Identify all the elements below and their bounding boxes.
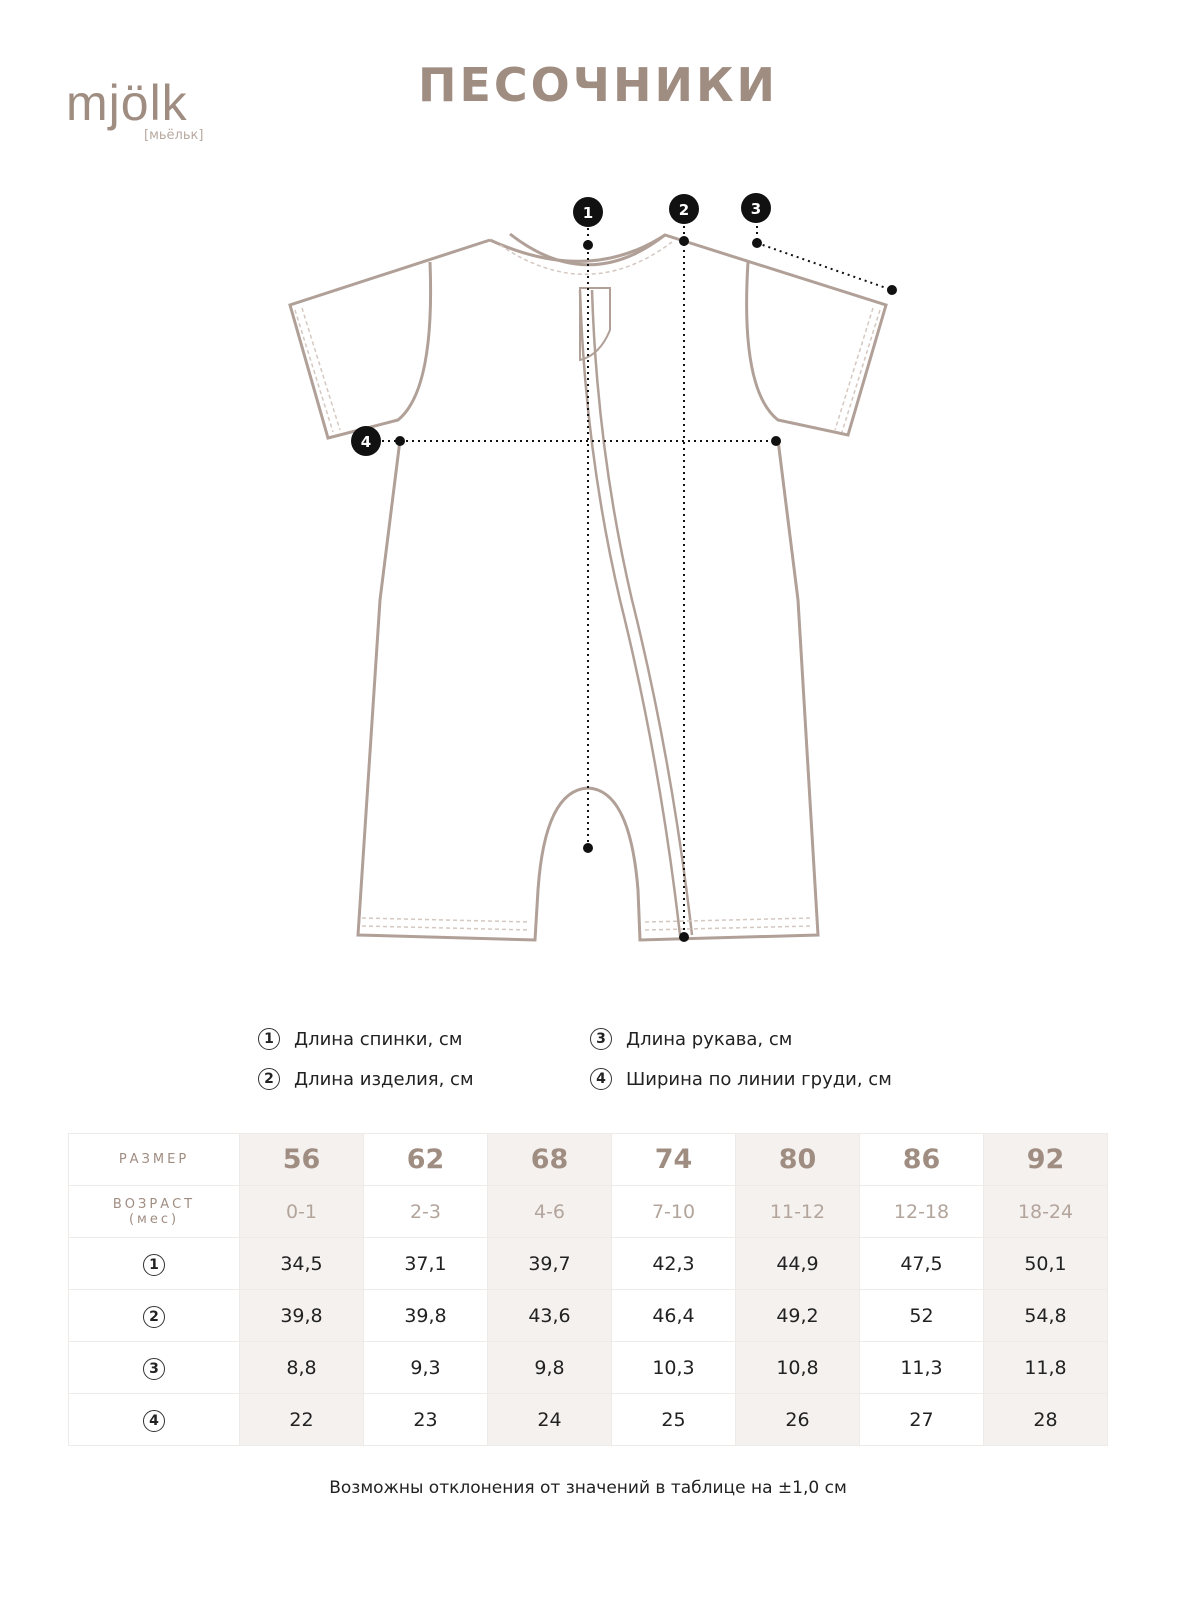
value-cell: 27: [859, 1393, 984, 1446]
value-cell: 11,3: [859, 1341, 984, 1394]
measurement-row-4: 4 22 23 24 25 26 27 28: [68, 1393, 1108, 1446]
number-3-icon: 3: [143, 1357, 165, 1380]
legend-label: Длина спинки, см: [294, 1028, 463, 1050]
legend-label: Длина изделия, см: [294, 1068, 474, 1090]
value-cell: 34,5: [239, 1237, 364, 1290]
svg-text:4: 4: [361, 433, 371, 451]
age-unit: (мес): [128, 1211, 180, 1227]
size-header: РАЗМЕР: [68, 1133, 240, 1186]
value-cell: 9,3: [363, 1341, 488, 1394]
number-2-icon: 2: [258, 1068, 280, 1090]
measurement-row-3: 3 8,8 9,3 9,8 10,3 10,8 11,3 11,8: [68, 1341, 1108, 1394]
value-cell: 47,5: [859, 1237, 984, 1290]
size-row: РАЗМЕР 56 62 68 74 80 86 92: [68, 1133, 1108, 1186]
svg-text:1: 1: [583, 204, 593, 222]
marker-3: 3: [741, 193, 771, 223]
marker-2: 2: [669, 194, 699, 224]
marker-4: 4: [351, 426, 381, 456]
size-cell: 62: [363, 1133, 488, 1186]
age-cell: 7-10: [611, 1185, 736, 1238]
measurement-points: [395, 236, 897, 942]
value-cell: 39,7: [487, 1237, 612, 1290]
age-cell: 18-24: [983, 1185, 1108, 1238]
value-cell: 49,2: [735, 1289, 860, 1342]
value-cell: 39,8: [239, 1289, 364, 1342]
value-cell: 10,3: [611, 1341, 736, 1394]
stitching: [294, 241, 881, 931]
measurement-lines: [376, 220, 893, 937]
value-cell: 37,1: [363, 1237, 488, 1290]
value-cell: 11,8: [983, 1341, 1108, 1394]
legend-item-4: 4 Ширина по линии груди, см: [590, 1068, 892, 1090]
size-cell: 92: [983, 1133, 1108, 1186]
legend-label: Ширина по линии груди, см: [626, 1068, 892, 1090]
value-cell: 50,1: [983, 1237, 1108, 1290]
row-label: 3: [68, 1341, 240, 1394]
value-cell: 44,9: [735, 1237, 860, 1290]
value-cell: 26: [735, 1393, 860, 1446]
number-3-icon: 3: [590, 1028, 612, 1050]
value-cell: 22: [239, 1393, 364, 1446]
tolerance-note: Возможны отклонения от значений в таблиц…: [329, 1478, 847, 1498]
brand-logo: mjölk [мьёльк]: [66, 75, 203, 143]
age-cell: 11-12: [735, 1185, 860, 1238]
age-row: ВОЗРАСТ (мес) 0-1 2-3 4-6 7-10 11-12 12-18 18-24: [68, 1185, 1108, 1238]
page-title: ПЕСОЧНИКИ: [418, 58, 779, 112]
number-2-icon: 2: [143, 1305, 165, 1328]
svg-text:2: 2: [679, 201, 689, 219]
size-cell: 68: [487, 1133, 612, 1186]
row-label: 2: [68, 1289, 240, 1342]
number-4-icon: 4: [590, 1068, 612, 1090]
age-cell: 0-1: [239, 1185, 364, 1238]
logo-subtext: [мьёльк]: [144, 128, 204, 143]
age-cell: 2-3: [363, 1185, 488, 1238]
value-cell: 43,6: [487, 1289, 612, 1342]
value-cell: 9,8: [487, 1341, 612, 1394]
svg-text:3: 3: [751, 200, 761, 218]
size-cell: 80: [735, 1133, 860, 1186]
row-label: 4: [68, 1393, 240, 1446]
size-cell: 86: [859, 1133, 984, 1186]
age-header: ВОЗРАСТ (мес): [68, 1185, 240, 1238]
logo-text: mjölk: [66, 75, 188, 131]
legend-item-3: 3 Длина рукава, см: [590, 1028, 792, 1050]
legend-item-1: 1 Длина спинки, см: [258, 1028, 462, 1050]
size-cell: 74: [611, 1133, 736, 1186]
number-1-icon: 1: [258, 1028, 280, 1050]
number-4-icon: 4: [143, 1409, 165, 1432]
marker-1: 1: [573, 197, 603, 227]
value-cell: 39,8: [363, 1289, 488, 1342]
value-cell: 52: [859, 1289, 984, 1342]
legend-item-2: 2 Длина изделия, см: [258, 1068, 474, 1090]
value-cell: 28: [983, 1393, 1108, 1446]
value-cell: 46,4: [611, 1289, 736, 1342]
measurement-row-1: 1 34,5 37,1 39,7 42,3 44,9 47,5 50,1: [68, 1237, 1108, 1290]
age-cell: 12-18: [859, 1185, 984, 1238]
value-cell: 10,8: [735, 1341, 860, 1394]
value-cell: 25: [611, 1393, 736, 1446]
size-table: РАЗМЕР 56 62 68 74 80 86 92 ВОЗРАСТ (мес) 0-1 2-3 4-…: [68, 1133, 1108, 1446]
age-cell: 4-6: [487, 1185, 612, 1238]
value-cell: 8,8: [239, 1341, 364, 1394]
size-cell: 56: [239, 1133, 364, 1186]
legend-label: Длина рукава, см: [626, 1028, 793, 1050]
value-cell: 23: [363, 1393, 488, 1446]
value-cell: 54,8: [983, 1289, 1108, 1342]
romper-diagram: 1 2 3 4: [288, 193, 897, 942]
value-cell: 42,3: [611, 1237, 736, 1290]
value-cell: 24: [487, 1393, 612, 1446]
measurement-row-2: 2 39,8 39,8 43,6 46,4 49,2 52 54,8: [68, 1289, 1108, 1342]
age-label: ВОЗРАСТ: [112, 1196, 196, 1212]
number-1-icon: 1: [143, 1253, 165, 1276]
row-label: 1: [68, 1237, 240, 1290]
